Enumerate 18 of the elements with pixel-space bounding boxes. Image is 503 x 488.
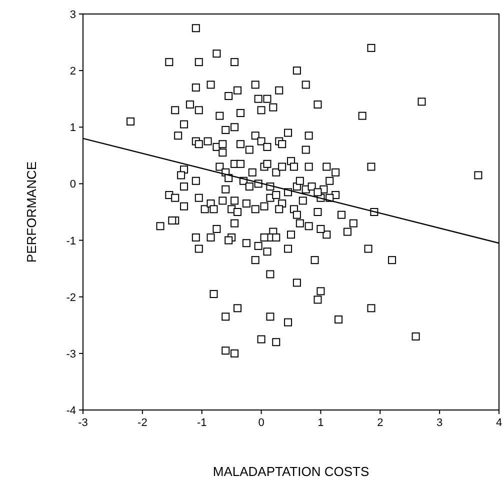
y-tick-label: 1 (70, 122, 76, 134)
y-axis-title: PERFORMANCE (24, 161, 39, 263)
y-tick-label: -4 (66, 405, 76, 417)
y-tick-label: -2 (66, 292, 76, 304)
x-tick-label: 2 (377, 417, 384, 429)
y-tick-label: -1 (66, 235, 76, 248)
x-axis-title: MALADAPTATION COSTS (212, 464, 370, 479)
x-tick-label: 1 (318, 417, 324, 429)
x-tick-label: 4 (496, 417, 502, 429)
x-tick-label: 3 (436, 417, 443, 429)
x-tick-label: 0 (258, 417, 264, 429)
y-tick-label: -3 (66, 348, 76, 360)
y-tick-label: 0 (70, 178, 76, 191)
x-tick-label: -2 (138, 417, 148, 429)
y-tick-label: 2 (70, 66, 76, 78)
y-tick-label: 3 (70, 9, 76, 21)
x-tick-label: -3 (78, 417, 88, 429)
x-tick-label: -1 (196, 417, 207, 429)
